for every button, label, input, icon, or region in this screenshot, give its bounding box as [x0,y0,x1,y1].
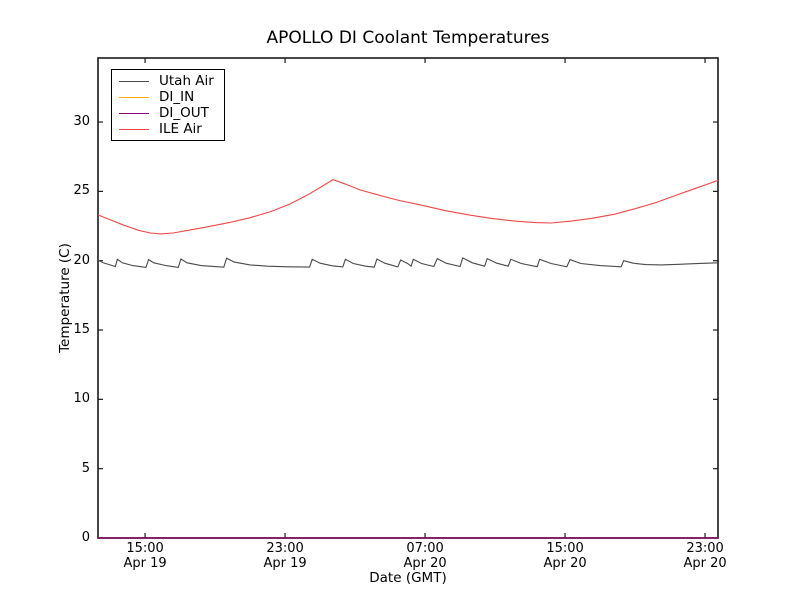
series-line-ile-air [97,178,719,235]
series-line-utah-air [97,257,719,269]
x-tick-label: 15:00 Apr 20 [543,541,587,571]
legend-line-sample [119,80,149,82]
legend-line-sample [119,96,149,98]
y-tick-label: 25 [73,183,90,199]
legend-item: DI_OUT [119,105,214,121]
x-tick-label: 23:00 Apr 20 [683,541,727,571]
x-tick-label: 23:00 Apr 19 [263,541,307,571]
legend-line-sample [119,112,149,114]
y-tick-label: 30 [73,114,90,130]
x-tick-label: 07:00 Apr 20 [403,541,447,571]
x-axis-label: Date (GMT) [369,570,447,586]
y-axis-label: Temperature (C) [57,243,73,353]
legend-item: Utah Air [119,73,214,89]
legend-label: DI_IN [159,89,195,105]
legend: Utah Air DI_IN DI_OUT ILE Air [111,69,225,141]
y-tick-label: 20 [73,252,90,268]
y-tick-label: 0 [81,530,90,545]
y-tick-label: 15 [73,322,90,338]
x-tick-label: 15:00 Apr 19 [123,541,167,571]
y-tick-label: 5 [81,460,90,476]
legend-item: ILE Air [119,121,214,137]
y-tick-label: 10 [73,391,90,407]
chart-title: APOLLO DI Coolant Temperatures [266,28,550,48]
legend-label: Utah Air [159,73,214,89]
legend-label: DI_OUT [159,105,209,121]
legend-item: DI_IN [119,89,214,105]
legend-label: ILE Air [159,121,202,137]
legend-line-sample [119,128,149,130]
